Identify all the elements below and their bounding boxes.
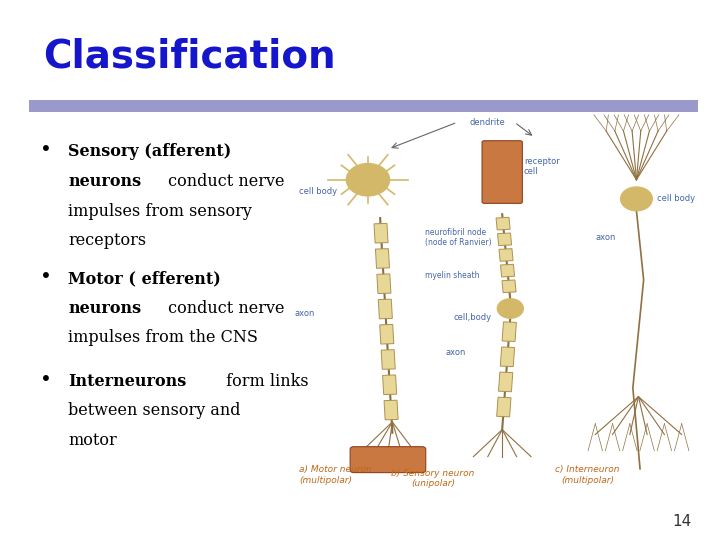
Polygon shape [382, 375, 397, 395]
Text: conduct nerve: conduct nerve [163, 173, 284, 190]
Polygon shape [379, 325, 394, 344]
Circle shape [498, 299, 523, 318]
Text: form links: form links [221, 373, 309, 389]
Text: •: • [40, 267, 51, 286]
Text: neurons: neurons [68, 173, 142, 190]
Polygon shape [498, 372, 513, 391]
Polygon shape [384, 400, 398, 420]
Polygon shape [498, 233, 512, 246]
Polygon shape [500, 265, 515, 277]
Text: receptor
cell: receptor cell [524, 157, 559, 177]
Polygon shape [499, 248, 513, 261]
Polygon shape [496, 217, 510, 230]
Text: Classification: Classification [43, 38, 336, 76]
Polygon shape [378, 299, 392, 319]
Text: Sensory (afferent): Sensory (afferent) [68, 143, 232, 160]
Polygon shape [500, 347, 515, 367]
Text: impulses from sensory: impulses from sensory [68, 202, 252, 219]
Polygon shape [497, 397, 511, 417]
Text: between sensory and: between sensory and [68, 402, 241, 419]
Circle shape [621, 187, 652, 211]
Text: cell body: cell body [299, 187, 337, 195]
Text: axon: axon [595, 233, 616, 242]
Text: receptors: receptors [68, 232, 147, 249]
Bar [29, 100, 698, 112]
Text: impulses from the CNS: impulses from the CNS [68, 329, 258, 346]
Text: a) Motor neuron
(multipolar): a) Motor neuron (multipolar) [299, 465, 372, 484]
Polygon shape [377, 274, 391, 294]
Text: motor: motor [68, 432, 117, 449]
Text: b) Sensory neuron
(unipolar): b) Sensory neuron (unipolar) [392, 469, 474, 489]
Text: cell body: cell body [657, 194, 695, 204]
Text: dendrite: dendrite [469, 118, 505, 127]
Text: Interneurons: Interneurons [68, 373, 186, 389]
Text: 14: 14 [672, 514, 691, 529]
FancyBboxPatch shape [482, 141, 523, 204]
Text: axon: axon [445, 348, 466, 357]
Polygon shape [375, 248, 390, 268]
Polygon shape [374, 224, 388, 243]
Circle shape [346, 164, 390, 196]
Polygon shape [502, 280, 516, 293]
Text: axon: axon [294, 309, 315, 319]
Text: •: • [40, 140, 51, 159]
Text: myelin sheath: myelin sheath [425, 271, 480, 280]
Polygon shape [381, 350, 395, 369]
Text: Motor ( efferent): Motor ( efferent) [68, 270, 221, 287]
Text: •: • [40, 370, 51, 389]
Text: conduct nerve: conduct nerve [163, 300, 284, 316]
Text: neurofibril node
(node of Ranvier): neurofibril node (node of Ranvier) [425, 227, 492, 247]
Text: neurons: neurons [68, 300, 142, 316]
Text: c) Interneuron
(multipolar): c) Interneuron (multipolar) [555, 465, 620, 484]
Polygon shape [502, 322, 516, 341]
FancyBboxPatch shape [350, 447, 426, 472]
Text: cell,body: cell,body [454, 313, 492, 322]
